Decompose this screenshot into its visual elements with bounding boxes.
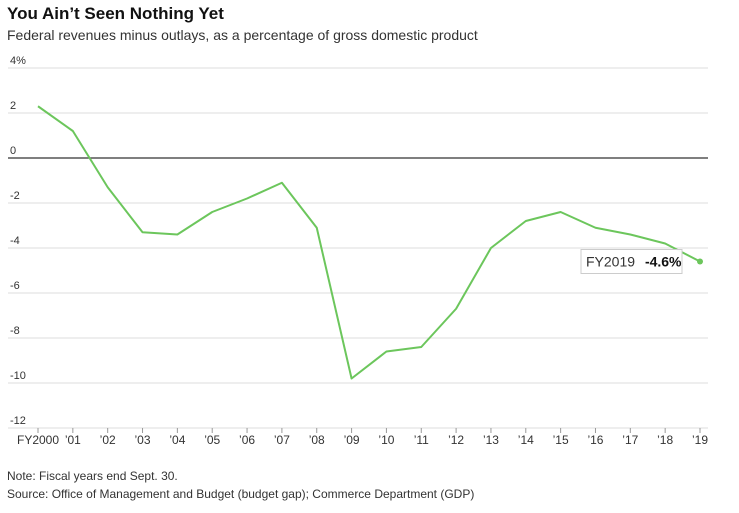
series-layer [37, 105, 703, 380]
x-tick-label: ’15 [553, 433, 569, 447]
chart-title: You Ain’t Seen Nothing Yet [7, 4, 224, 23]
grid-layer [8, 67, 708, 429]
x-tick-label: ’12 [448, 433, 464, 447]
chart-subtitle: Federal revenues minus outlays, as a per… [7, 27, 478, 43]
annotation-value: -4.6% [645, 254, 682, 270]
y-tick-label: 2 [10, 100, 16, 112]
x-tick-label: ’09 [344, 433, 360, 447]
x-tick-label: ’06 [239, 433, 255, 447]
x-tick-label: ’03 [135, 433, 151, 447]
series-line [37, 105, 701, 380]
x-axis-ticks: FY2000 ’01 ’02 ’03 ’04 ’05 ’06 ’07 ’08 ’09 ’10 ’11 ’… [17, 428, 708, 447]
x-tick-label: ’13 [483, 433, 499, 447]
x-tick-label: ’14 [518, 433, 534, 447]
x-tick-label: ’07 [274, 433, 290, 447]
annotation-layer: FY2019 -4.6% [580, 249, 683, 274]
source-note: Source: Office of Management and Budget … [7, 487, 475, 501]
y-tick-label: -12 [10, 415, 26, 427]
annotation-text: FY2019 -4.6% [586, 254, 682, 270]
y-tick-label: -10 [10, 370, 26, 382]
x-tick-label: ’18 [657, 433, 673, 447]
x-tick-label: ’10 [378, 433, 394, 447]
x-tick-label: ’04 [169, 433, 185, 447]
x-tick-label: ’02 [100, 433, 116, 447]
x-tick-label: ’01 [65, 433, 81, 447]
annotation-label: FY2019 [586, 254, 635, 270]
endpoint-marker [697, 258, 703, 265]
y-tick-label: -4 [10, 235, 20, 247]
y-tick-label: -8 [10, 325, 20, 337]
y-axis-ticks: 4% 2 0 -2 -4 -6 -8 -10 -12 [10, 55, 26, 427]
x-tick-label: ’17 [622, 433, 638, 447]
x-tick-label: ’16 [587, 433, 603, 447]
x-tick-label: ’05 [204, 433, 220, 447]
x-tick-label: ’08 [309, 433, 325, 447]
x-tick-label: FY2000 [17, 433, 59, 447]
y-tick-label: 4% [10, 55, 26, 67]
y-tick-label: -6 [10, 280, 20, 292]
line-chart: 4% 2 0 -2 -4 -6 -8 -10 -12 FY2000 ’01 ’02 ’03 ’04 ’05… [8, 55, 708, 447]
y-tick-label: -2 [10, 190, 20, 202]
y-tick-label: 0 [10, 145, 16, 157]
footnote: Note: Fiscal years end Sept. 30. [7, 469, 178, 483]
x-tick-label: ’11 [414, 433, 429, 447]
annotation-box [580, 249, 683, 274]
x-tick-label: ’19 [692, 433, 708, 447]
